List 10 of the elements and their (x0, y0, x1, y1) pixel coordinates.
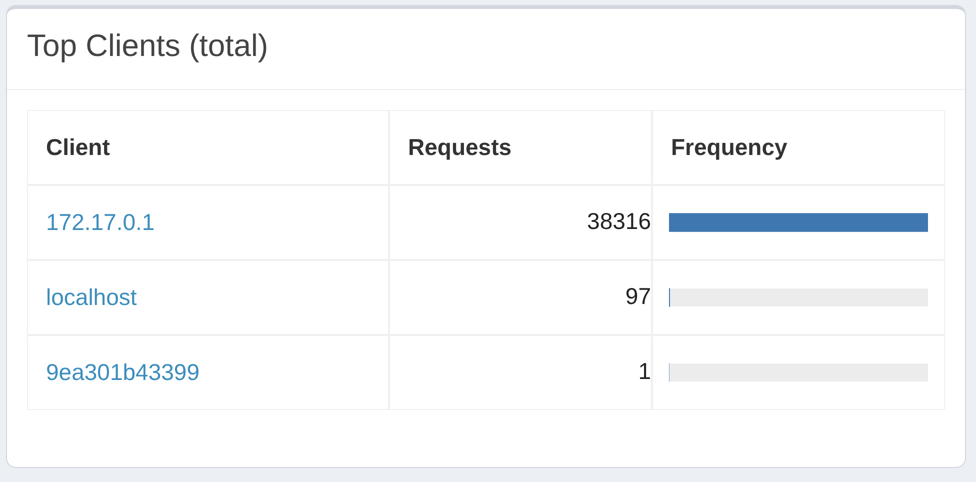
data-label: 97 (625, 282, 651, 309)
y-axis-title: Client (46, 134, 110, 161)
x-axis-title: Frequency (671, 134, 788, 161)
y-tick-label: 9ea301b43399 (46, 359, 200, 386)
text: Requests (408, 134, 512, 161)
data-label: 38316 (587, 208, 651, 234)
data-label: 1 (638, 358, 651, 384)
y-tick-label: 172.17.0.1 (46, 209, 155, 236)
text: Top Clients (total) (27, 28, 268, 64)
y-tick-label: localhost (46, 284, 137, 311)
